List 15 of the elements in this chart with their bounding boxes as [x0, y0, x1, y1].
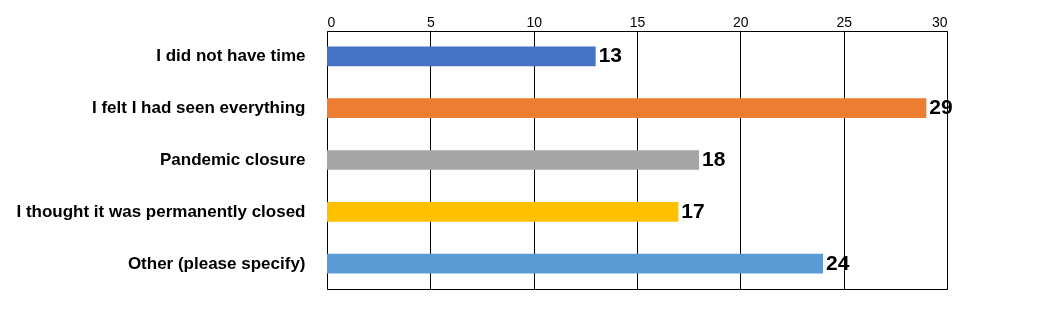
x-tick-label: 30 [931, 13, 948, 30]
y-tick-label: Pandemic closure [159, 150, 306, 169]
y-tick-label: I thought it was permanently closed [16, 201, 306, 221]
x-tick-label: 0 [327, 13, 336, 30]
y-tick-label: I did not have time [156, 46, 306, 66]
y-tick-label: I felt I had seen everything [91, 98, 306, 118]
x-tick-label: 15 [629, 13, 646, 30]
data-label: 18 [702, 147, 726, 170]
y-tick-label: Other (please specify) [127, 253, 306, 273]
data-label: 17 [681, 198, 705, 222]
x-tick-label: 25 [836, 13, 853, 30]
data-label: 13 [598, 43, 623, 67]
x-tick-label: 20 [733, 13, 749, 30]
x-tick-label: 10 [526, 13, 543, 30]
x-tick-label: 5 [426, 13, 435, 30]
